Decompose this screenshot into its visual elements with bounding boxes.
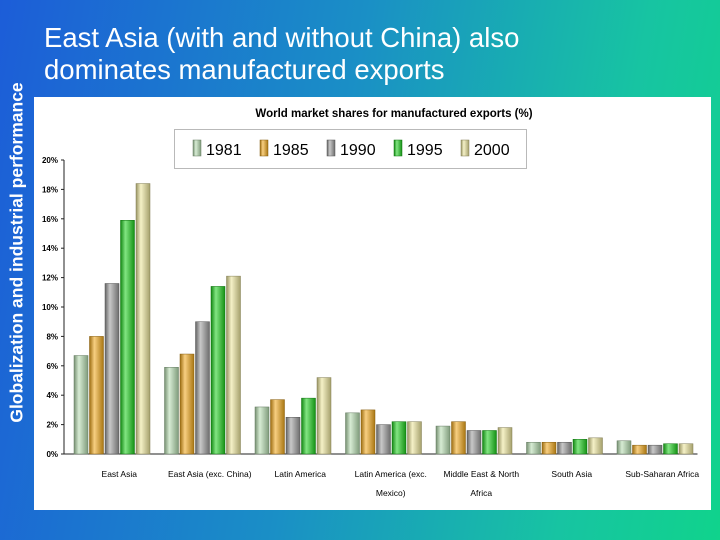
legend-swatch-1990 (326, 139, 336, 157)
bar-1995-2 (301, 397, 316, 455)
bar-2000-2 (316, 377, 332, 455)
y-tick-label: 4% (46, 391, 58, 400)
bar-1981-1 (164, 367, 179, 455)
bar-1985-5 (541, 441, 557, 455)
category-label: East Asia (exc. China) (168, 469, 252, 479)
bar-1990-2 (285, 417, 301, 455)
legend-label-1995: 1995 (407, 142, 443, 159)
bar-1981-6 (616, 440, 632, 455)
bar-1995-5 (572, 439, 588, 455)
bar-1990-4 (466, 430, 482, 455)
y-tick-label: 20% (42, 156, 58, 165)
legend-label-2000: 2000 (474, 142, 510, 159)
bar-1995-3 (391, 421, 407, 455)
bar-1981-0 (73, 355, 89, 455)
side-title: Globalization and industrial performance (6, 82, 27, 423)
chart-title: World market shares for manufactured exp… (255, 108, 532, 120)
legend-swatch-1995 (393, 139, 403, 157)
legend-swatch-1981 (192, 139, 202, 157)
category-label: Middle East & North (443, 469, 519, 479)
legend-items: 1981 1985 1990 1995 2000 (192, 139, 510, 159)
y-tick-label: 10% (42, 303, 58, 312)
bar-1985-1 (179, 353, 195, 455)
chart-panel: World market shares for manufactured exp… (34, 97, 711, 510)
bar-1985-6 (632, 444, 647, 455)
bar-1995-4 (482, 430, 497, 455)
legend-swatch-2000 (460, 139, 470, 157)
category-label: Sub-Saharan Africa (625, 469, 699, 479)
y-tick-label: 0% (46, 450, 58, 459)
slide-title-line-2: dominates manufactured exports (44, 54, 445, 85)
bar-1981-2 (254, 406, 270, 455)
bar-1981-5 (526, 441, 541, 455)
bar-1990-3 (376, 424, 391, 455)
bar-2000-5 (588, 437, 603, 455)
bar-2000-6 (678, 443, 694, 455)
y-tick-label: 14% (42, 244, 58, 253)
bar-2000-3 (407, 421, 422, 455)
bar-2000-4 (497, 427, 513, 455)
legend-label-1985: 1985 (273, 142, 309, 159)
y-tick-label: 16% (42, 215, 58, 224)
bar-2000-1 (226, 275, 241, 455)
bar-1990-6 (647, 444, 663, 455)
y-tick-label: 2% (46, 421, 58, 430)
chart: World market shares for manufactured exp… (42, 108, 699, 498)
category-label: Africa (470, 488, 492, 498)
bar-1985-3 (360, 409, 376, 455)
bar-1985-0 (89, 336, 104, 455)
y-tick-label: 12% (42, 274, 58, 283)
y-tick-label: 6% (46, 362, 58, 371)
side-title-container: Globalization and industrial performance (3, 0, 31, 505)
bar-1985-4 (451, 421, 466, 455)
y-tick-label: 8% (46, 332, 58, 341)
category-label: Latin America (275, 469, 327, 479)
bar-1981-4 (435, 425, 451, 455)
legend-swatch-1985 (259, 139, 269, 157)
slide-title-line-1: East Asia (with and without China) also (44, 22, 520, 53)
bar-1995-0 (120, 220, 135, 455)
category-label: Latin America (exc. (355, 469, 427, 479)
category-label: South Asia (551, 469, 592, 479)
bar-1990-5 (557, 441, 572, 455)
bar-1981-3 (345, 412, 360, 455)
bar-2000-0 (135, 183, 151, 455)
category-label: Mexico) (376, 488, 406, 498)
slide-title: East Asia (with and without China) also … (44, 22, 684, 86)
category-label: East Asia (102, 469, 138, 479)
legend-label-1981: 1981 (206, 142, 242, 159)
bar-1990-0 (104, 283, 120, 455)
bar-1995-6 (663, 443, 678, 455)
legend-label-1990: 1990 (340, 142, 376, 159)
bar-1985-2 (270, 399, 285, 455)
bar-1990-1 (195, 321, 210, 455)
bar-1995-1 (210, 286, 226, 455)
y-tick-label: 18% (42, 185, 58, 194)
chart-legend: 1981 1985 1990 1995 2000 (174, 129, 527, 169)
